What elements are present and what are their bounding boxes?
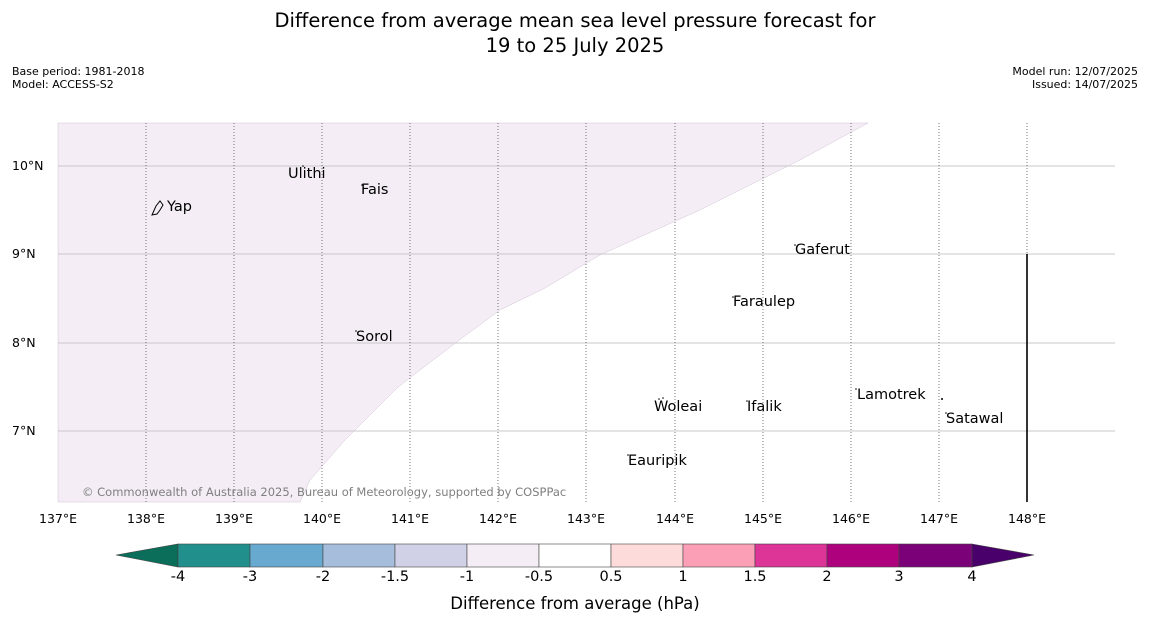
colorbar-swatch-11 xyxy=(898,543,973,568)
lat-label-8: 8°N xyxy=(12,335,36,350)
copyright-notice: © Commonwealth of Australia 2025, Bureau… xyxy=(82,485,567,499)
colorbar-tick: 0.5 xyxy=(599,569,623,585)
colorbar-extend-low xyxy=(115,543,179,568)
meta-right: Model run: 12/07/2025 Issued: 14/07/2025 xyxy=(1012,65,1138,91)
colorbar-swatch-1 xyxy=(177,543,251,568)
meta-left: Base period: 1981-2018 Model: ACCESS-S2 xyxy=(12,65,144,91)
place-label-ulithi: Ulithi xyxy=(288,166,326,182)
colorbar-tick: 3 xyxy=(894,569,904,585)
place-label-fais: Fais xyxy=(361,182,389,198)
lat-label-9: 9°N xyxy=(12,246,36,261)
colorbar-swatch-4 xyxy=(394,543,468,568)
lon-label-145: 145°E xyxy=(743,511,783,526)
colorbar-tick: 2 xyxy=(822,569,832,585)
lon-label-138: 138°E xyxy=(126,511,166,526)
island-dot-woleai xyxy=(658,398,660,400)
island-dot-gaferut xyxy=(794,244,796,246)
lat-label-7: 7°N xyxy=(12,423,36,438)
colorbar-tick: 1.5 xyxy=(743,569,767,585)
lon-label-146: 146°E xyxy=(831,511,871,526)
island-dot-ulithi xyxy=(302,165,304,167)
island-dot-satawal xyxy=(945,412,947,414)
colorbar-swatch-6 xyxy=(538,543,612,568)
place-label-ifalik: Ifalik xyxy=(747,399,782,415)
colorbar-swatch-2 xyxy=(249,543,324,568)
lon-label-144: 144°E xyxy=(655,511,695,526)
place-label-satawal: Satawal xyxy=(946,411,1004,427)
lon-label-139: 139°E xyxy=(214,511,254,526)
lon-label-142: 142°E xyxy=(478,511,518,526)
island-dot-faraulep xyxy=(732,296,734,298)
model-name: Model: ACCESS-S2 xyxy=(12,78,114,91)
title-line-1: Difference from average mean sea level p… xyxy=(274,9,876,32)
lon-label-140: 140°E xyxy=(302,511,342,526)
issued-date: Issued: 14/07/2025 xyxy=(1031,78,1138,91)
lon-label-147: 147°E xyxy=(919,511,959,526)
colorbar-tick: -3 xyxy=(242,569,258,585)
map-title: Difference from average mean sea level p… xyxy=(0,9,1150,58)
colorbar-swatch-5 xyxy=(466,543,540,568)
colorbar-label: Difference from average (hPa) xyxy=(450,594,700,613)
colorbar-tick: -1.5 xyxy=(380,569,410,585)
place-label-faraulep: Faraulep xyxy=(733,294,796,310)
lon-label-148: 148°E xyxy=(1007,511,1047,526)
colorbar-tick: -4 xyxy=(170,569,186,585)
island-dot-ifalik xyxy=(746,400,748,402)
title-line-2: 19 to 25 July 2025 xyxy=(485,33,665,57)
lon-label-137: 137°E xyxy=(38,511,78,526)
place-label-eauripik: Eauripik xyxy=(628,453,687,469)
island-dot-woleai-2 xyxy=(662,397,664,399)
island-dot-lamotrek xyxy=(855,388,857,390)
colorbar-tick: -1 xyxy=(459,569,475,585)
island-dots xyxy=(302,165,947,456)
island-dot-eauripik xyxy=(627,454,629,456)
colorbar-swatch-8 xyxy=(682,543,756,568)
lon-label-143: 143°E xyxy=(566,511,606,526)
island-dot-fais xyxy=(361,184,363,186)
colorbar xyxy=(115,543,1035,568)
colorbar-swatch-10 xyxy=(826,543,900,568)
colorbar-tick: -2 xyxy=(315,569,331,585)
model-run: Model run: 12/07/2025 xyxy=(1012,65,1138,78)
place-label-woleai: Woleai xyxy=(654,399,703,415)
place-label-yap: Yap xyxy=(167,199,192,215)
lat-label-10: 10°N xyxy=(12,158,44,173)
colorbar-swatch-3 xyxy=(322,543,396,568)
colorbar-tick: -0.5 xyxy=(524,569,554,585)
island-dot-lamotrek-2 xyxy=(941,398,943,400)
shaded-region xyxy=(57,122,869,503)
lon-label-141: 141°E xyxy=(390,511,430,526)
colorbar-extend-high xyxy=(971,543,1035,568)
base-period: Base period: 1981-2018 xyxy=(12,65,145,78)
colorbar-swatch-7 xyxy=(610,543,684,568)
colorbar-tick: 1 xyxy=(678,569,688,585)
colorbar-swatch-9 xyxy=(754,543,828,568)
colorbar-tick: 4 xyxy=(967,569,977,585)
place-label-lamotrek: Lamotrek xyxy=(857,387,926,403)
place-label-gaferut: Gaferut xyxy=(795,242,850,258)
yap-island-shape xyxy=(151,200,164,216)
place-label-sorol: Sorol xyxy=(356,329,393,345)
island-dot-sorol xyxy=(355,330,357,332)
